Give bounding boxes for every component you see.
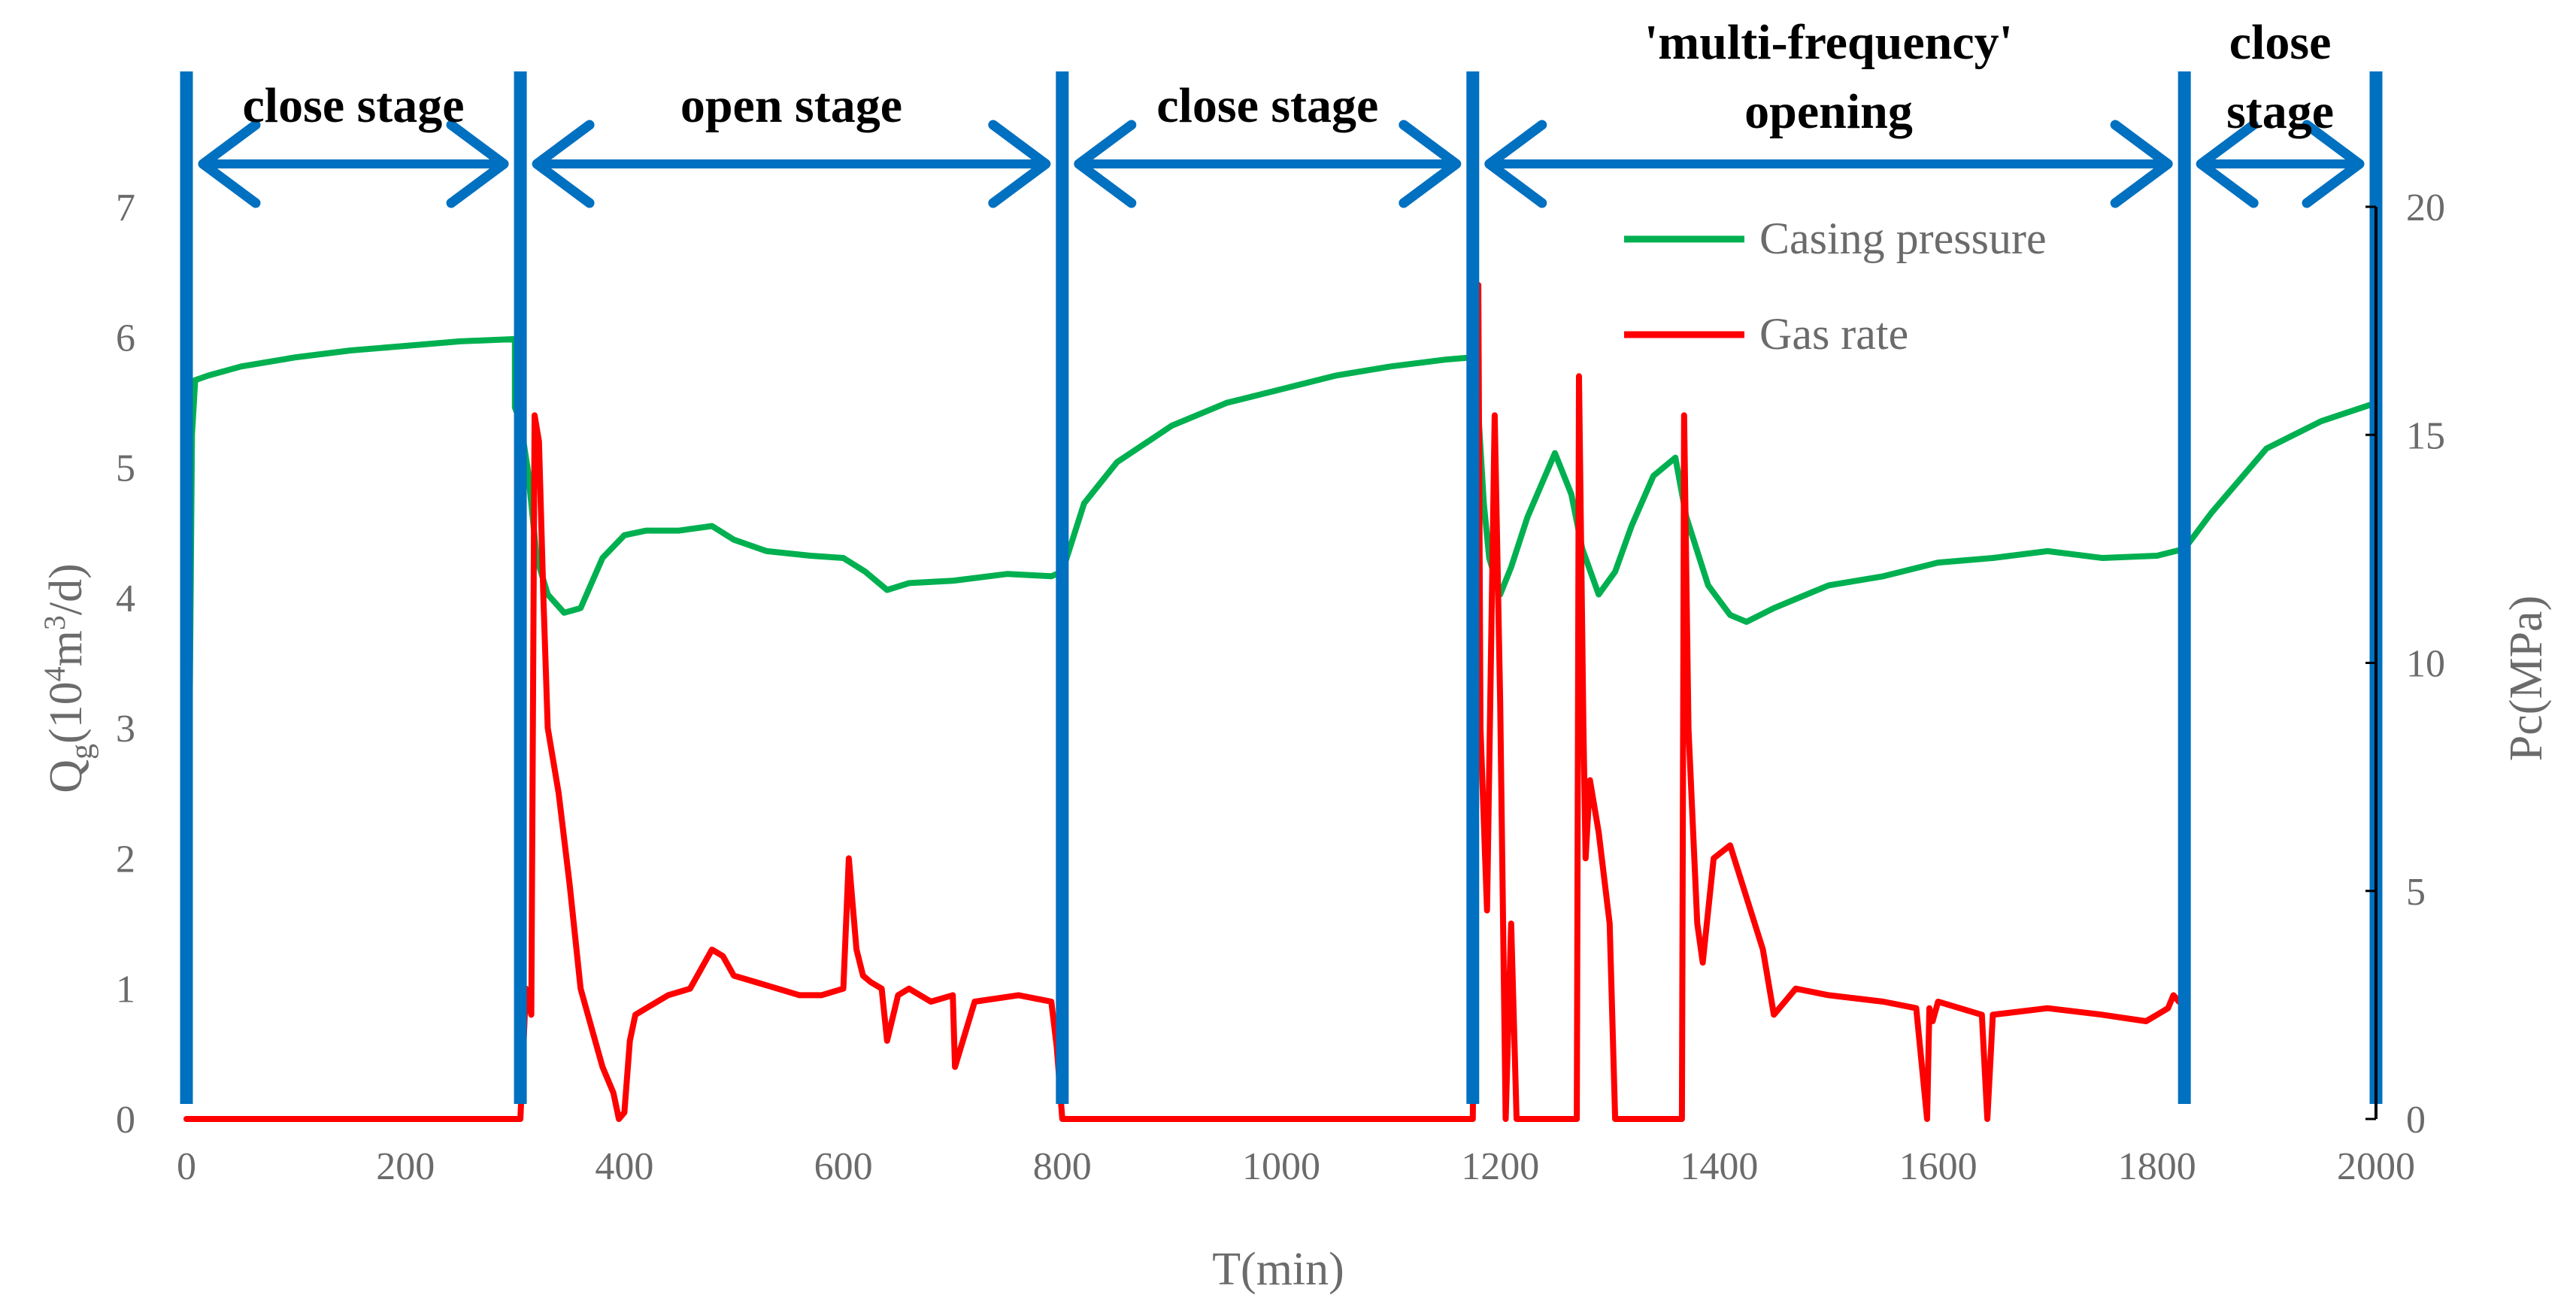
series-layer <box>183 282 2379 1122</box>
legend-label-gas-rate: Gas rate <box>1759 309 1908 359</box>
x-tick-label: 1000 <box>1242 1145 1320 1188</box>
stage-label: close stage <box>243 78 465 133</box>
y-right-tick-label: 0 <box>2406 1099 2426 1142</box>
y-axis-right-title: Pc(MPa) <box>2501 596 2552 761</box>
x-tick-label: 600 <box>814 1145 873 1188</box>
stage-arrow-head-left <box>1484 120 1547 208</box>
stage-label: 'multi-frequency' <box>1644 15 2013 70</box>
x-tick-label: 800 <box>1033 1145 1092 1188</box>
x-tick-label: 1600 <box>1899 1145 1977 1188</box>
x-tick-label: 0 <box>177 1145 196 1188</box>
legend-label-casing-pressure: Casing pressure <box>1759 214 2047 263</box>
x-axis-title: T(min) <box>1212 1244 1344 1295</box>
legend: Casing pressure Gas rate <box>1624 214 2047 359</box>
series-line-gas-rate <box>183 282 2182 1122</box>
x-tick-label: 1800 <box>2118 1145 2196 1188</box>
stage-arrow <box>2196 120 2365 208</box>
y-right-tick-label: 15 <box>2406 414 2445 457</box>
stage-arrow-head-left <box>1074 120 1137 208</box>
y-left-title-sup3: 3 <box>38 615 71 630</box>
stage-arrow-head-left <box>532 120 595 208</box>
y-left-title-sup4: 4 <box>38 666 71 681</box>
x-tick-label: 2000 <box>2337 1145 2415 1188</box>
y-left-title-prefix: (10 <box>41 681 92 744</box>
y-right-tick-label: 5 <box>2406 871 2426 914</box>
y-left-tick-label: 1 <box>116 969 135 1011</box>
x-tick-label: 200 <box>376 1145 435 1188</box>
stage-label: opening <box>1744 84 1913 139</box>
y-left-title-sub: g <box>65 744 99 760</box>
y-left-tick-label: 4 <box>116 578 135 620</box>
y-left-tick-label: 0 <box>116 1099 135 1142</box>
x-tick-label: 400 <box>595 1145 653 1188</box>
stage-arrow-head-right <box>1399 120 1462 208</box>
y-right-tick-label: 10 <box>2406 643 2445 686</box>
stage-label: close <box>2229 15 2332 70</box>
y-left-tick-label: 2 <box>116 838 135 881</box>
y-left-tick-label: 5 <box>116 447 135 490</box>
stage-arrow-head-left <box>2196 120 2259 208</box>
stage-arrow <box>532 120 1051 208</box>
stage-label: stage <box>2226 84 2334 139</box>
x-tick-label: 1400 <box>1680 1145 1758 1188</box>
stage-arrow-head-right <box>2110 120 2173 208</box>
stage-arrow-head-right <box>446 120 509 208</box>
y-left-title-q: Q <box>41 760 92 793</box>
stage-arrow-head-left <box>198 120 261 208</box>
stage-label: open stage <box>680 78 902 133</box>
x-tick-label: 1200 <box>1461 1145 1539 1188</box>
stage-arrow <box>1484 120 2173 208</box>
y-left-title-suffix: /d) <box>41 563 92 615</box>
y-left-tick-label: 6 <box>116 317 135 359</box>
stage-arrow <box>198 120 509 208</box>
stage-label: close stage <box>1156 78 1378 133</box>
y-left-title-m: m <box>41 630 92 666</box>
y-axis-left-title: Qg(104m3/d) <box>38 563 99 793</box>
y-left-tick-label: 3 <box>116 708 135 750</box>
y-left-tick-label: 7 <box>116 186 135 229</box>
series-line-casing-pressure <box>183 335 2379 1104</box>
y-right-tick-label: 20 <box>2406 186 2445 229</box>
stage-arrow <box>1074 120 1462 208</box>
stage-arrow-head-right <box>988 120 1051 208</box>
stage-arrow-head-right <box>2302 120 2365 208</box>
